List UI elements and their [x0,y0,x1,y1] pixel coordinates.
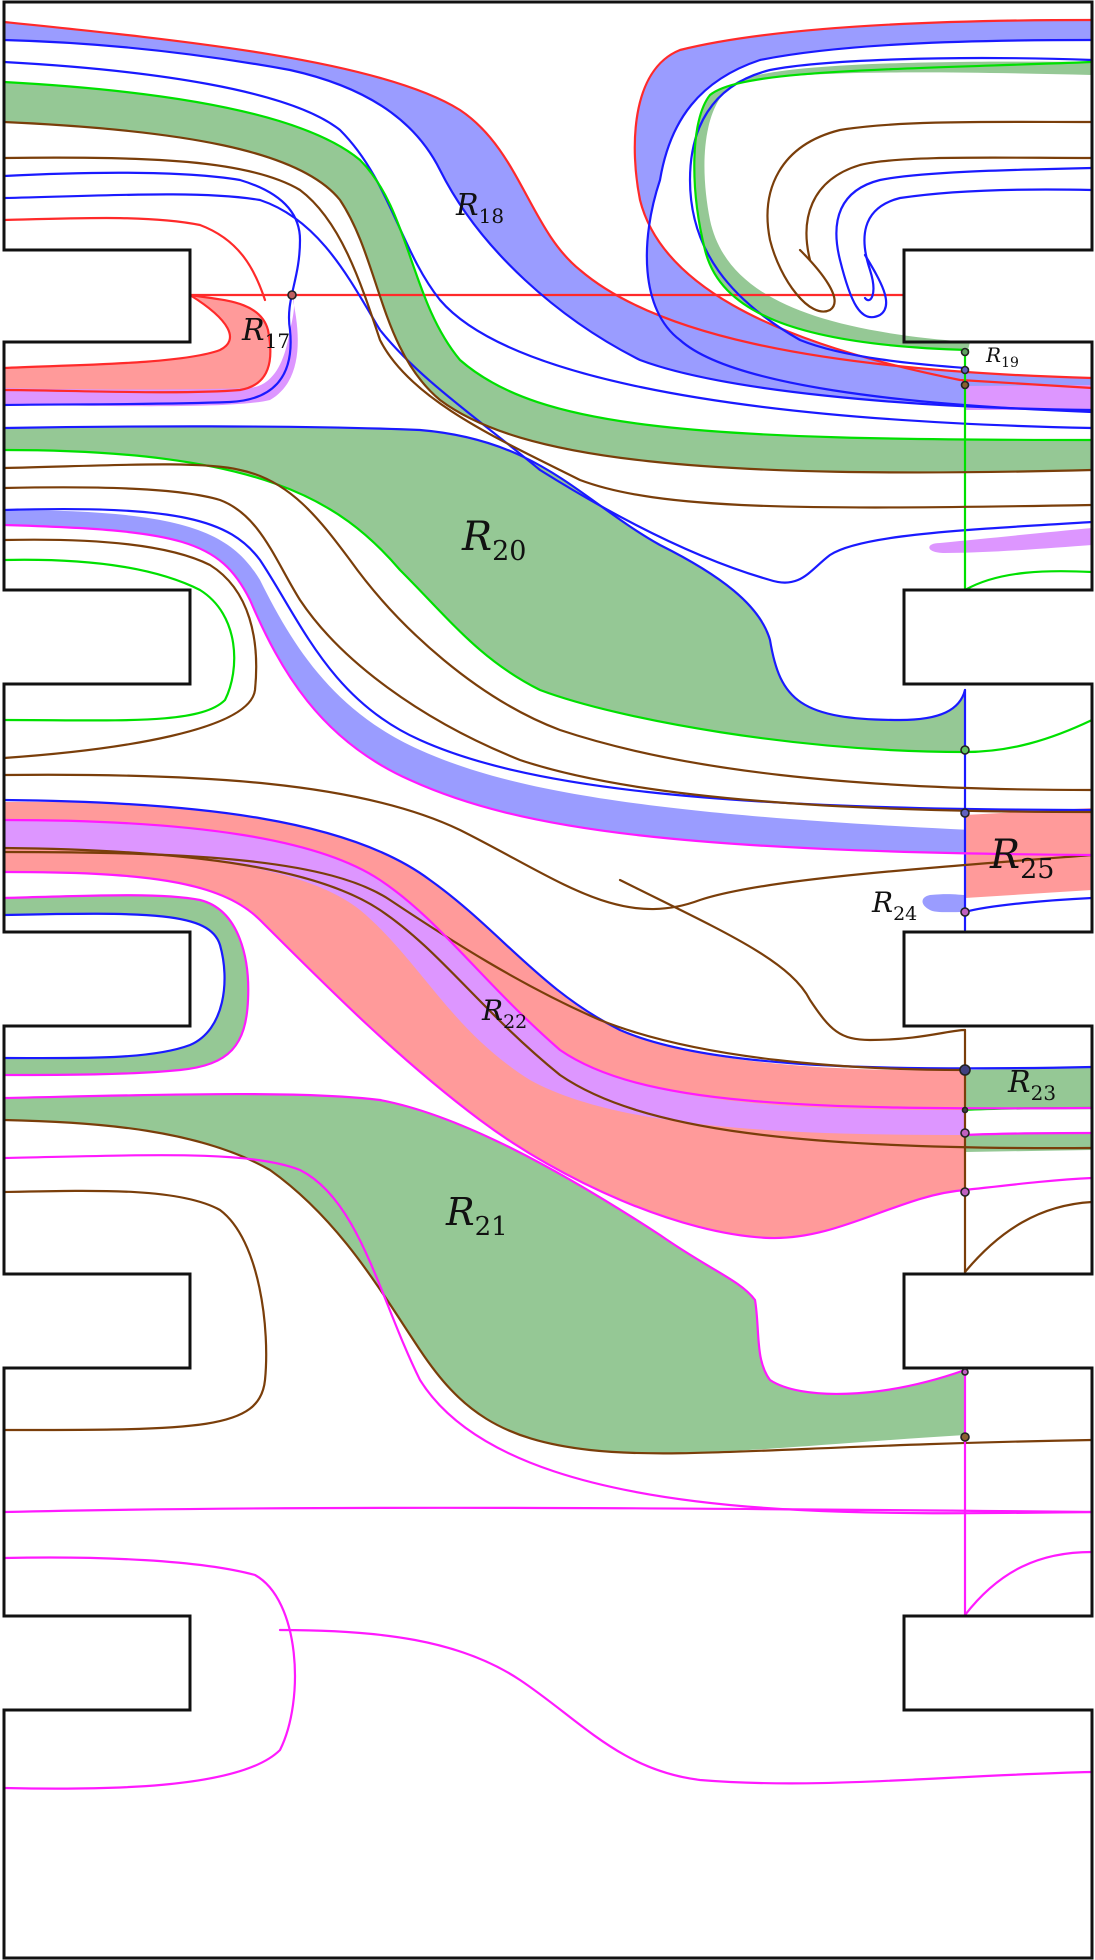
brown-curve-r21-top [2,1118,1094,1455]
point-mid-green [960,745,970,755]
label-r17: R17 [241,313,290,353]
brown-curve-right-hook [963,1200,1094,1274]
label-r21: R21 [445,1190,508,1242]
brown-curve-left-lobe [2,538,258,760]
blue-curve-1 [2,38,1094,412]
brown-curve-1 [2,120,1094,474]
red-curve-topright [633,18,1094,390]
region-left-lobe-green-fill [4,895,249,1075]
point-r23-a [959,1064,971,1076]
label-r19: R19 [985,343,1019,371]
point-r23-c [960,1128,970,1138]
brown-curve-tail [618,878,967,1042]
point-r19-c [960,380,970,390]
magenta-curve-r21-top [2,1092,967,1396]
blue-curve-topright-2 [688,56,1094,370]
point-r21-bottom [960,1432,970,1442]
brown-curve-topright-1 [766,120,1094,313]
red-curve-left-upper [2,216,267,302]
region-r17-violet-fill [4,296,298,407]
label-r20: R20 [461,514,526,567]
region-r23-fill [965,1067,1092,1110]
point-r17 [287,290,297,300]
red-curve-top [2,20,1094,380]
blue-curve-r24 [963,896,1094,914]
red-curve-r17 [2,293,272,394]
region-r20-right-violet-fill [929,528,1092,553]
green-curve-topright [693,60,1094,352]
brown-curve-left-1 [2,463,1094,792]
region-r17-red-fill [4,295,271,393]
green-curve-right-short [963,570,1094,592]
brown-curve-mid-1 [2,773,1094,911]
magenta-curve-right-hook [963,1550,1094,1617]
region-r24-fill [922,894,965,913]
point-r22-low [960,1187,970,1197]
label-r25: R25 [989,832,1054,885]
brown-curve-2 [2,156,1094,509]
blue-curve-topright-1 [645,38,1094,414]
region-r21-fill [4,1094,965,1454]
region-top-green-fill [4,82,1092,473]
point-r23-b [961,1106,969,1114]
magenta-curve-r22-3 [963,1131,1094,1137]
blue-curve-2 [2,60,1094,430]
region-r19-right-violet-fill [965,385,1092,410]
magenta-curve-diagonal [2,523,1094,857]
region-r20-fill [4,426,965,752]
brown-curve-lower-lobe [2,1189,268,1432]
blue-curve-topright-3 [835,166,1094,319]
brown-curve-r22-inner [2,846,1094,1150]
region-r25-fill [965,808,1092,898]
label-r18: R18 [455,188,504,228]
label-r24: R24 [871,886,917,925]
red-curve-r17-inner [2,293,231,370]
blue-curve-mid-1 [2,425,967,722]
blue-curve-4 [2,193,1094,584]
brown-curve-topright-2 [805,156,1094,262]
point-r19-b [960,365,970,375]
magenta-curve-r22-1 [2,818,1094,1110]
blue-curve-left-lobe [2,912,226,1060]
region-r18-fill [4,22,1092,410]
magenta-curve-bottom [278,1628,1094,1785]
point-r21-top [961,1368,969,1376]
blue-curve-topright-4 [863,188,1094,302]
brown-curve-left-2 [2,486,1094,814]
magenta-curve-lower-lobe [2,1556,297,1790]
point-mid-blue [960,808,970,818]
point-r19-a [960,347,970,357]
brown-curve-mid-2 [2,850,967,1072]
magenta-curve-lower-1 [2,1154,1094,1515]
green-curve-left-lobe [2,558,236,722]
point-r24 [960,907,970,917]
label-r22: R22 [481,994,527,1033]
region-top-right-green-fill [694,61,1092,350]
magenta-curve-lower-2 [2,1506,1094,1514]
magenta-curve-left-lobe [2,894,250,1077]
label-r23: R23 [1007,1065,1056,1105]
green-curve-top-1 [2,80,1094,442]
